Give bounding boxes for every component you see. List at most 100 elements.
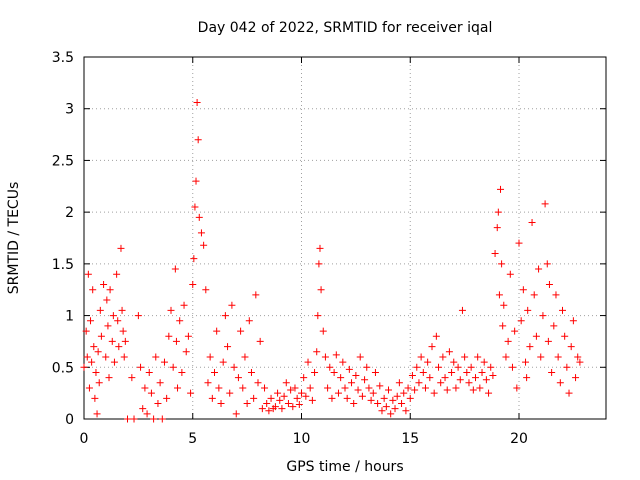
data-point bbox=[519, 286, 527, 294]
data-point bbox=[87, 317, 95, 325]
data-point bbox=[513, 384, 521, 392]
data-point bbox=[474, 353, 482, 361]
data-point bbox=[237, 327, 245, 335]
x-tick-label: 15 bbox=[401, 431, 419, 447]
data-point bbox=[274, 389, 282, 397]
data-point bbox=[150, 415, 158, 423]
data-point bbox=[261, 384, 269, 392]
data-point bbox=[511, 327, 519, 335]
data-point bbox=[228, 301, 236, 309]
data-point bbox=[535, 265, 543, 273]
data-point bbox=[293, 394, 301, 402]
data-point bbox=[469, 386, 477, 394]
data-point bbox=[308, 396, 316, 404]
data-point bbox=[317, 286, 325, 294]
data-point bbox=[452, 384, 460, 392]
data-point bbox=[369, 389, 377, 397]
data-point bbox=[337, 374, 345, 382]
data-point bbox=[271, 403, 279, 411]
data-point bbox=[499, 322, 507, 330]
x-tick-label: 5 bbox=[188, 431, 197, 447]
data-point bbox=[306, 384, 314, 392]
data-point bbox=[194, 136, 202, 144]
data-point bbox=[361, 376, 369, 384]
data-point bbox=[545, 281, 553, 289]
data-point bbox=[302, 392, 310, 400]
data-point bbox=[241, 353, 249, 361]
y-tick-label: 1.5 bbox=[52, 257, 74, 273]
data-point bbox=[498, 260, 506, 268]
y-tick-label: 3 bbox=[65, 102, 74, 118]
data-point bbox=[517, 317, 525, 325]
data-point bbox=[487, 363, 495, 371]
data-point bbox=[497, 185, 505, 193]
data-point bbox=[569, 317, 577, 325]
data-point bbox=[439, 353, 447, 361]
data-point bbox=[393, 392, 401, 400]
data-point bbox=[432, 332, 440, 340]
data-point bbox=[176, 317, 184, 325]
data-point bbox=[96, 306, 104, 314]
data-point bbox=[445, 348, 453, 356]
data-point bbox=[319, 327, 327, 335]
data-point bbox=[426, 374, 434, 382]
data-point bbox=[189, 281, 197, 289]
data-point bbox=[232, 410, 240, 418]
data-point bbox=[217, 399, 225, 407]
data-point bbox=[88, 358, 96, 366]
data-point bbox=[550, 322, 558, 330]
data-point bbox=[522, 358, 530, 366]
data-point bbox=[341, 384, 349, 392]
data-point bbox=[458, 306, 466, 314]
data-point bbox=[476, 384, 484, 392]
data-point bbox=[421, 384, 429, 392]
data-point bbox=[163, 394, 171, 402]
y-tick-label: 2 bbox=[65, 205, 74, 221]
data-point bbox=[502, 353, 510, 361]
data-point bbox=[224, 343, 232, 351]
data-point bbox=[539, 312, 547, 320]
data-point bbox=[121, 337, 129, 345]
data-point bbox=[154, 399, 162, 407]
data-point bbox=[208, 394, 216, 402]
data-point bbox=[559, 306, 566, 314]
data-point bbox=[328, 394, 336, 402]
data-point bbox=[345, 365, 353, 373]
data-point bbox=[156, 379, 164, 387]
data-point bbox=[408, 372, 416, 380]
data-point bbox=[532, 332, 540, 340]
data-point bbox=[363, 363, 371, 371]
data-point bbox=[400, 389, 408, 397]
data-point bbox=[89, 286, 97, 294]
data-point bbox=[417, 353, 425, 361]
data-points bbox=[80, 99, 584, 423]
data-point bbox=[391, 405, 399, 413]
data-point bbox=[552, 291, 560, 299]
data-point bbox=[109, 312, 117, 320]
data-point bbox=[115, 343, 123, 351]
data-point bbox=[169, 363, 177, 371]
data-point bbox=[367, 396, 375, 404]
chart-title: Day 042 of 2022, SRMTID for receiver iqa… bbox=[198, 20, 493, 36]
data-point bbox=[387, 410, 395, 418]
data-point bbox=[576, 358, 584, 366]
data-point bbox=[413, 363, 421, 371]
data-point bbox=[254, 379, 262, 387]
data-point bbox=[334, 389, 342, 397]
data-point bbox=[291, 384, 299, 392]
data-point bbox=[298, 389, 305, 397]
data-point bbox=[530, 291, 538, 299]
data-point bbox=[472, 374, 479, 382]
data-point bbox=[245, 317, 253, 325]
data-point bbox=[211, 368, 218, 376]
data-point bbox=[180, 301, 188, 309]
data-point bbox=[441, 374, 449, 382]
data-point bbox=[437, 379, 445, 387]
data-point bbox=[178, 368, 186, 376]
data-point bbox=[91, 394, 99, 402]
data-point bbox=[343, 394, 351, 402]
data-point bbox=[430, 389, 438, 397]
data-point bbox=[376, 382, 384, 390]
